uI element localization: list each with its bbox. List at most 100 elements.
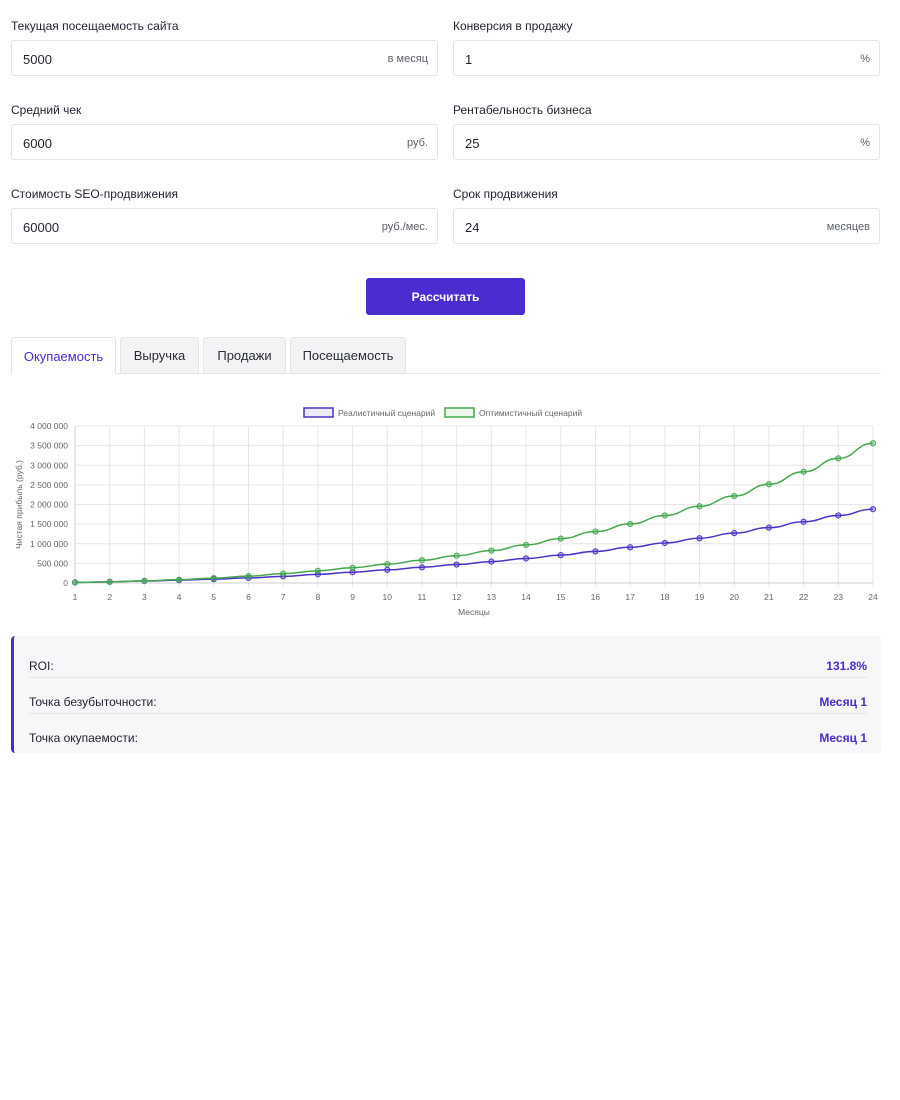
tab-traffic[interactable]: Посещаемость [290,337,406,373]
profitability-input[interactable] [465,136,765,151]
conversion-input-box[interactable]: % [453,40,880,76]
conversion-unit: % [860,53,870,65]
conversion-label: Конверсия в продажу [453,19,573,33]
legend-label: Оптимистичный сценарий [479,408,582,418]
result-tabs: Окупаемость Выручка Продажи Посещаемость [11,337,881,374]
data-point [696,503,703,510]
roi-label: ROI: [29,659,54,673]
duration-input-box[interactable]: месяцев [453,208,880,244]
data-point [835,512,842,519]
y-tick-label: 0 [63,578,68,588]
data-point [418,564,426,571]
breakeven-label: Точка безубыточности: [29,695,157,709]
data-point [592,528,599,535]
data-point [522,555,530,562]
data-point [210,574,217,582]
x-tick-label: 7 [281,592,286,602]
traffic-unit: в месяц [387,53,428,65]
x-tick-label: 18 [660,592,670,602]
legend-swatch [303,407,334,418]
x-tick-label: 1 [73,592,78,602]
payback-chart-svg: 0 500 000 1 000 000 1 500 000 2 000 000 2 500… [14,407,878,617]
data-point [106,578,113,585]
x-tick-label: 4 [177,592,182,602]
roi-row: ROI: 131.8% [29,642,867,678]
x-tick-label: 6 [246,592,251,602]
conversion-input[interactable] [465,52,765,67]
x-tick-label: 21 [764,592,774,602]
data-point [141,577,148,584]
avg-check-label: Средний чек [11,103,82,117]
tab-payback[interactable]: Окупаемость [11,337,116,374]
x-tick-label: 20 [729,592,739,602]
seo-cost-input-box[interactable]: руб./мес. [11,208,438,244]
data-point [765,524,773,531]
x-tick-label: 24 [868,592,878,602]
x-tick-label: 15 [556,592,566,602]
traffic-label: Текущая посещаемость сайта [11,19,179,33]
avg-check-unit: руб. [407,137,428,149]
results-panel: ROI: 131.8% Точка безубыточности: Месяц … [11,636,881,753]
y-tick-label: 3 500 000 [30,441,68,451]
traffic-input-box[interactable]: в месяц [11,40,438,76]
duration-input[interactable] [465,220,765,235]
data-point [314,567,321,574]
y-tick-label: 2 500 000 [30,480,68,490]
avg-check-input[interactable] [23,136,323,151]
x-tick-label: 3 [142,592,147,602]
data-point [453,552,460,559]
duration-unit: месяцев [826,221,870,233]
series-line [74,508,874,584]
x-tick-label: 2 [107,592,112,602]
x-tick-label: 5 [211,592,216,602]
x-tick-label: 19 [695,592,705,602]
avg-check-input-box[interactable]: руб. [11,124,438,160]
data-point [280,570,287,577]
data-point [800,468,807,475]
profitability-unit: % [860,137,870,149]
y-tick-label: 3 000 000 [30,460,68,470]
x-axis-label: Месяцы [458,607,490,617]
data-point [731,492,738,500]
data-point [661,539,668,547]
y-axis-label: Чистая прибыль (руб.) [14,460,24,549]
data-point [384,561,391,568]
profitability-input-box[interactable]: % [453,124,880,160]
data-point [869,440,877,447]
breakeven-row: Точка безубыточности: Месяц 1 [29,678,867,714]
x-tick-label: 8 [316,592,321,602]
seo-cost-unit: руб./мес. [381,221,428,233]
data-point [661,512,668,519]
data-point [488,558,495,565]
x-tick-label: 9 [350,592,355,602]
x-tick-label: 16 [591,592,601,602]
data-point [800,518,807,525]
data-point [869,506,877,513]
data-point [245,573,252,580]
y-tick-label: 2 000 000 [30,500,68,510]
payback-value: Месяц 1 [819,731,867,745]
data-point [557,535,564,542]
x-tick-label: 11 [418,592,427,602]
data-point [765,481,773,488]
x-tick-label: 10 [383,592,393,602]
profitability-label: Рентабельность бизнеса [453,103,592,117]
tab-revenue[interactable]: Выручка [120,337,199,373]
data-point [488,547,495,554]
payback-chart: 0 500 000 1 000 000 1 500 000 2 000 000 2 500… [0,395,900,625]
seo-cost-input[interactable] [23,220,323,235]
payback-label: Точка окупаемости: [29,731,138,745]
tab-sales[interactable]: Продажи [203,337,286,373]
legend-label: Реалистичный сценарий [338,408,435,418]
breakeven-value: Месяц 1 [819,695,867,709]
data-point [71,579,79,586]
data-point [627,544,634,551]
roi-value: 131.8% [826,659,867,673]
y-tick-label: 1 000 000 [30,539,68,549]
calculate-button[interactable]: Рассчитать [366,278,525,315]
seo-cost-label: Стоимость SEO-продвижения [11,187,178,201]
traffic-input[interactable] [23,52,323,67]
y-tick-label: 4 000 000 [30,421,68,431]
data-point [522,541,530,549]
data-point [349,564,356,571]
